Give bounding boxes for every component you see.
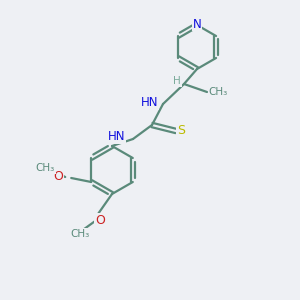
Text: HN: HN [140, 97, 158, 110]
Text: CH₃: CH₃ [70, 229, 90, 239]
Text: CH₃: CH₃ [208, 87, 228, 97]
Text: CH₃: CH₃ [36, 163, 55, 173]
Text: HN: HN [107, 130, 125, 143]
Text: O: O [95, 214, 105, 226]
Text: H: H [173, 76, 181, 86]
Text: O: O [53, 170, 63, 184]
Text: N: N [193, 17, 201, 31]
Text: S: S [177, 124, 185, 137]
